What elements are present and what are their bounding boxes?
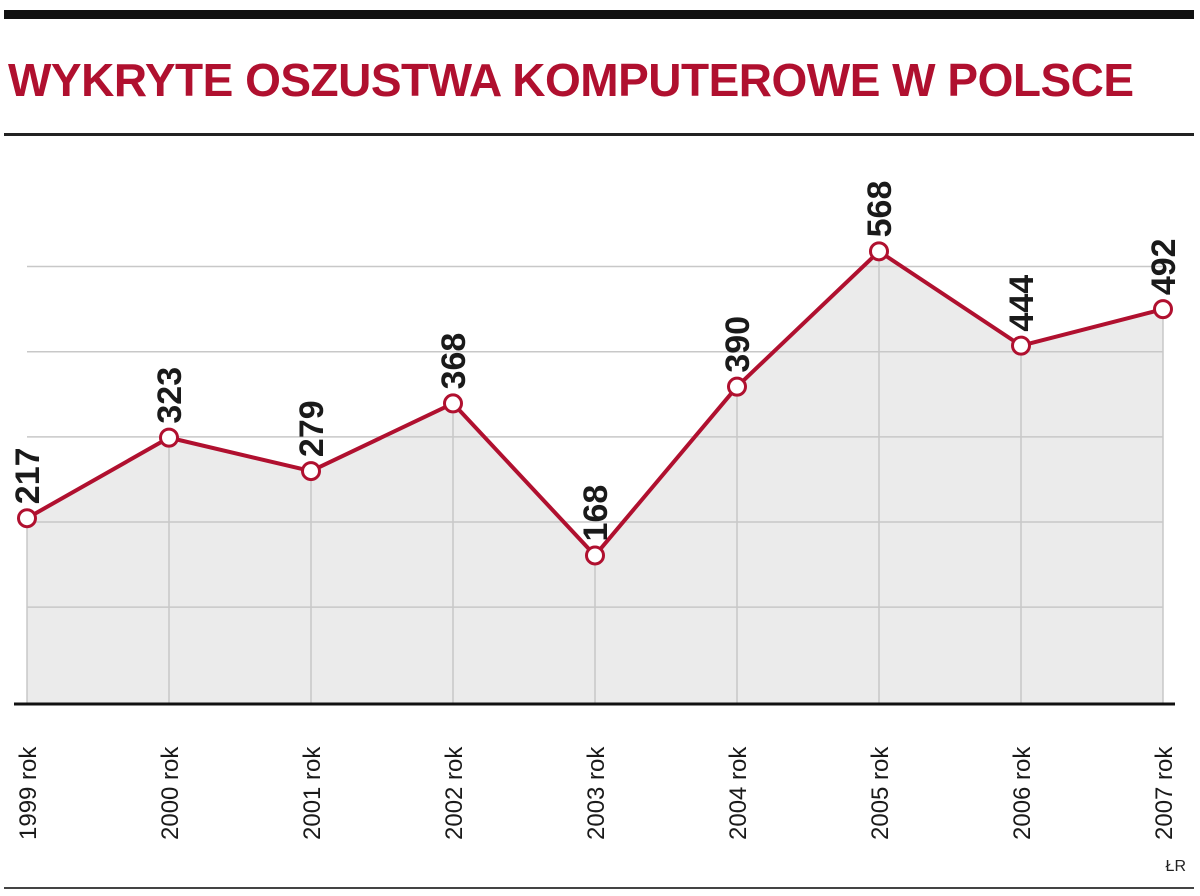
data-label: 279 [293, 400, 331, 457]
x-tick-label: 2007 rok [1151, 746, 1178, 840]
data-point [1153, 299, 1173, 320]
grid-layer [14, 251, 1175, 706]
chart-title: WYKRYTE OSZUSTWA KOMPUTEROWE W POLSCE [8, 54, 1134, 106]
data-point [585, 545, 605, 566]
data-point-layer [17, 241, 1173, 566]
data-label: 168 [577, 485, 615, 542]
data-label: 217 [9, 447, 47, 504]
data-point [17, 508, 37, 529]
title-rule [4, 133, 1194, 136]
data-label: 368 [435, 333, 473, 390]
x-tick-label: 2006 rok [1009, 746, 1036, 840]
data-label-layer: 217 323 279 368 168 390 568 444 492 [9, 181, 1183, 542]
x-tick-label: 2004 rok [725, 746, 752, 840]
x-tick-label: 2005 rok [867, 746, 894, 840]
data-label: 568 [861, 181, 899, 238]
data-label: 390 [719, 316, 757, 373]
data-label: 323 [151, 367, 189, 424]
footer-rule [4, 887, 1194, 889]
source-credit: ŁR [1165, 858, 1186, 875]
data-point [443, 393, 463, 414]
data-point [301, 461, 321, 482]
x-tick-label: 1999 rok [15, 746, 42, 840]
data-point [1011, 335, 1031, 356]
data-point [727, 376, 747, 397]
x-tick-label: 2000 rok [157, 746, 184, 840]
data-label: 444 [1003, 275, 1041, 332]
x-tick-label: 2003 rok [583, 746, 610, 840]
x-tick-label-layer: 1999 rok 2000 rok 2001 rok 2002 rok 2003 rok… [15, 746, 1178, 840]
data-point [159, 427, 179, 448]
x-tick-label: 2002 rok [441, 746, 468, 840]
x-tick-label: 2001 rok [299, 746, 326, 840]
data-label: 492 [1145, 238, 1183, 295]
top-rule [4, 10, 1194, 19]
data-point [869, 241, 889, 262]
